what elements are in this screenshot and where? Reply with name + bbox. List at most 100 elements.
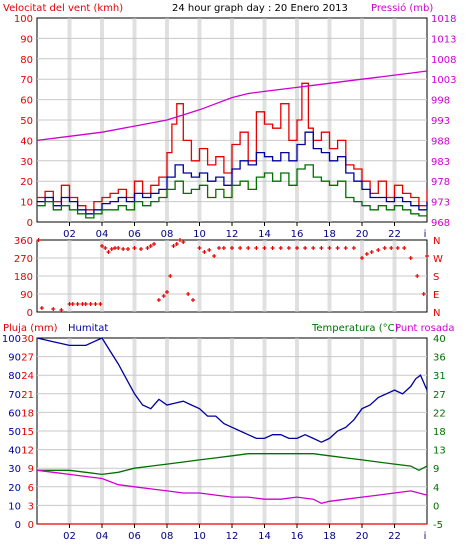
cardinal-ytick-label: E [433,290,439,301]
direction-point [303,246,308,250]
pressure-ytick-label: 973 [431,198,450,209]
temperature-ytick-label: 27 [433,390,446,401]
direction-point [139,247,143,251]
cardinal-ytick-label: S [433,272,439,283]
pressure-axis-title: Pressió (mb) [371,2,433,14]
wind-ytick-label: 60 [20,96,33,107]
p3-xtick-label: 06 [128,531,141,542]
p1-xtick-label: 04 [96,229,109,240]
rain-axis-title: Pluja (mm) [3,323,58,334]
cardinal-ytick-label: N [433,308,440,319]
pressure-ytick-label: 968 [431,218,450,229]
direction-point [168,274,173,278]
rain-ytick-label: 18 [21,408,34,419]
rain-ytick-label: 24 [21,371,34,382]
direction-point [178,238,182,242]
temperature-ytick-label: 22 [433,408,446,419]
direction-ytick-label: 0 [27,308,33,319]
direction-point [369,250,374,254]
p1-xend-label: i [424,229,427,240]
p1-xtick-label: 20 [356,229,369,240]
p3-xtick-label: 10 [193,531,206,542]
direction-point [165,290,169,294]
p3-xtick-label: 16 [291,531,304,542]
temperature-ytick-label: 18 [433,427,446,438]
humidity-ytick-label: 100 [2,334,21,345]
direction-point [109,247,114,251]
direction-point [360,256,364,260]
wind-ytick-label: 0 [27,218,33,229]
wind-ytick-label: 20 [20,177,33,188]
p3-xtick-label: 22 [388,531,401,542]
direction-point [295,246,299,250]
direction-point [202,250,207,254]
direction-point [343,246,348,250]
rain-ytick-label: 6 [28,483,34,494]
direction-point [116,246,121,250]
direction-point [36,238,41,242]
direction-point [254,246,259,250]
pressure-ytick-label: 1003 [431,75,456,86]
wind-pressure-panel: 1009080706050403020100101810131008100399… [14,14,457,240]
humidity-ytick-label: 60 [8,408,21,419]
direction-point [311,246,316,250]
direction-point [230,246,234,250]
direction-point [408,256,413,260]
rain-ytick-label: 3 [28,501,34,512]
direction-point [100,244,104,248]
temperature-ytick-label: 36 [433,353,446,364]
direction-point [156,298,161,302]
pressure-ytick-label: 1013 [431,34,456,45]
humidity-ytick-label: 70 [8,390,21,401]
direction-point [402,246,407,250]
series-red-line [37,82,428,211]
temperature-ytick-label: 40 [433,334,446,345]
direction-point [395,246,400,250]
series-blue-line [37,131,428,215]
rain-ytick-label: 30 [21,334,34,345]
direction-point [212,254,217,258]
rain-ytick-label: 21 [21,390,34,401]
cardinal-ytick-label: N [433,236,440,247]
temperature-ytick-label: 31 [433,371,446,382]
p1-xtick-label: 14 [258,229,271,240]
direction-point [207,248,212,252]
p1-xtick-label: 22 [388,229,401,240]
pressure-ytick-label: 1008 [431,55,456,66]
series-blue-line [36,337,428,443]
direction-point [83,302,88,306]
rain-ytick-label: 0 [28,520,34,531]
humidity-ytick-label: 50 [8,427,21,438]
direction-point [98,302,103,306]
direction-point [364,252,369,256]
pressure-ytick-label: 978 [431,177,450,188]
pressure-ytick-label: 983 [431,157,450,168]
direction-point [186,292,191,296]
p1-xtick-label: 08 [161,229,174,240]
direction-point [59,308,64,312]
direction-point [278,246,283,250]
direction-point [171,244,176,248]
direction-ytick-label: 180 [14,272,33,283]
rain-ytick-label: 9 [28,464,34,475]
pressure-ytick-label: 993 [431,116,450,127]
humidity-ytick-label: 30 [8,464,21,475]
direction-point [238,246,243,250]
humidity-ytick-label: 80 [8,371,21,382]
p1-xtick-label: 06 [128,229,141,240]
series-magenta-line [36,469,428,504]
humidity-ytick-label: 0 [15,520,21,531]
direction-point [389,246,394,250]
humidity-ytick-label: 20 [8,483,21,494]
direction-ytick-label: 90 [20,290,33,301]
direction-point [132,246,137,250]
p3-xtick-label: 12 [226,531,239,542]
direction-point [376,248,381,252]
rain-ytick-label: 27 [21,353,34,364]
pressure-ytick-label: 988 [431,136,450,147]
temperature-ytick-label: 9 [433,464,439,475]
direction-point [319,246,324,250]
direction-point [88,302,93,306]
